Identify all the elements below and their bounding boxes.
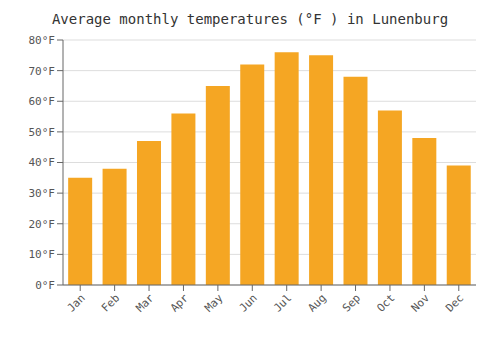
svg-text:Jun: Jun	[237, 291, 260, 314]
svg-text:40°F: 40°F	[29, 156, 56, 169]
svg-text:May: May	[202, 291, 226, 315]
svg-text:Apr: Apr	[168, 291, 192, 315]
svg-text:Jul: Jul	[271, 291, 294, 314]
svg-text:70°F: 70°F	[29, 65, 56, 78]
svg-text:50°F: 50°F	[29, 126, 56, 139]
svg-text:Aug: Aug	[306, 291, 329, 314]
svg-text:Dec: Dec	[443, 291, 466, 314]
svg-text:Mar: Mar	[133, 291, 157, 315]
html-text:Average monthly temperatures (: Average monthly temperatures (°F ) in Lu…	[51, 11, 449, 27]
svg-text:20°F: 20°F	[29, 218, 56, 231]
svg-text:Sep: Sep	[340, 291, 363, 314]
svg-text:Jan: Jan	[65, 291, 88, 314]
svg-text:0°F: 0°F	[35, 279, 55, 292]
svg-text:Nov: Nov	[409, 291, 433, 315]
svg-text:30°F: 30°F	[29, 187, 56, 200]
svg-text:60°F: 60°F	[29, 95, 56, 108]
svg-text:10°F: 10°F	[29, 248, 56, 261]
svg-text:80°F: 80°F	[29, 34, 56, 47]
svg-text:Oct: Oct	[374, 291, 397, 314]
svg-text:Feb: Feb	[99, 291, 122, 314]
